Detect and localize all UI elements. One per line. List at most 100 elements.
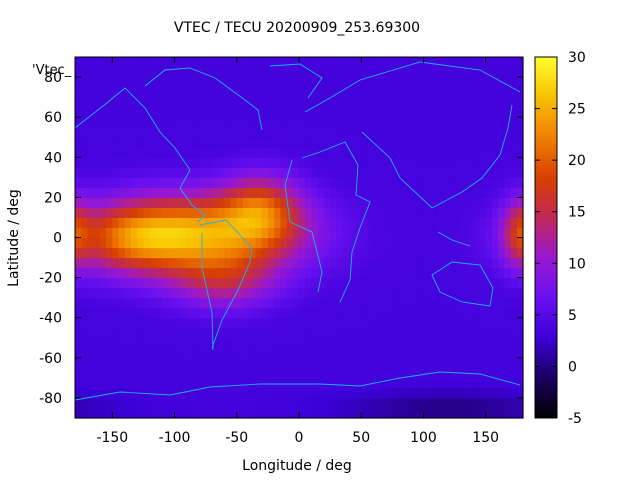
heatmap-cell [479, 177, 487, 188]
heatmap-cell [155, 307, 163, 319]
heatmap-cell [174, 267, 182, 279]
heatmap-cell [274, 307, 281, 319]
heatmap-cell [286, 377, 294, 389]
heatmap-cell [106, 327, 113, 339]
heatmap-cell [249, 87, 257, 98]
heatmap-cell [404, 57, 412, 68]
heatmap-cell [510, 257, 518, 269]
heatmap-cell [131, 217, 138, 229]
heatmap-cell [211, 257, 219, 269]
heatmap-cell [504, 307, 512, 319]
heatmap-cell [498, 317, 505, 329]
heatmap-cell [180, 57, 188, 68]
heatmap-cell [398, 197, 406, 209]
heatmap-cell [124, 277, 132, 289]
heatmap-cell [435, 177, 443, 188]
heatmap-cell [205, 287, 213, 299]
heatmap-cell [460, 177, 468, 188]
heatmap-cell [417, 187, 425, 198]
heatmap-cell [411, 367, 418, 379]
heatmap-cell [99, 297, 107, 309]
heatmap-cell [485, 97, 493, 108]
heatmap-cell [510, 57, 518, 68]
heatmap-cell [81, 287, 89, 299]
heatmap-cell [442, 307, 449, 319]
heatmap-cell [392, 347, 400, 359]
heatmap-cell [510, 297, 518, 309]
heatmap-cell [330, 317, 337, 329]
heatmap-cell [180, 367, 188, 379]
heatmap-cell [87, 277, 95, 289]
heatmap-cell [81, 387, 89, 399]
heatmap-cell [498, 407, 505, 419]
heatmap-cell [311, 67, 319, 78]
heatmap-cell [467, 267, 474, 279]
heatmap-cell [143, 227, 151, 239]
heatmap-cell [180, 157, 188, 168]
heatmap-cell [149, 287, 157, 299]
heatmap-cell [305, 337, 313, 349]
heatmap-cell [81, 197, 89, 209]
heatmap-cell [498, 387, 505, 399]
heatmap-cell [267, 127, 275, 138]
heatmap-cell [292, 387, 300, 399]
heatmap-cell [423, 157, 431, 168]
heatmap-cell [435, 97, 443, 108]
heatmap-cell [504, 227, 512, 239]
heatmap-cell [131, 407, 138, 419]
heatmap-cell [498, 247, 505, 259]
heatmap-cell [131, 107, 138, 118]
heatmap-cell [510, 267, 518, 279]
heatmap-cell [510, 97, 518, 108]
heatmap-cell [267, 87, 275, 98]
heatmap-cell [448, 227, 456, 239]
heatmap-cell [155, 147, 163, 158]
heatmap-cell [261, 137, 269, 148]
heatmap-cell [199, 177, 207, 188]
heatmap-cell [491, 347, 499, 359]
heatmap-cell [348, 57, 356, 68]
heatmap-cell [87, 197, 95, 209]
heatmap-cell [355, 57, 362, 68]
heatmap-cell [392, 367, 400, 379]
heatmap-cell [485, 397, 493, 409]
heatmap-cell [162, 317, 169, 329]
heatmap-cell [193, 337, 201, 349]
heatmap-cell [299, 197, 306, 209]
heatmap-cell [193, 247, 201, 259]
heatmap-cell [236, 287, 244, 299]
heatmap-cell [93, 77, 101, 88]
heatmap-cell [99, 267, 107, 279]
heatmap-cell [174, 187, 182, 198]
heatmap-cell [429, 107, 437, 118]
heatmap-cell [361, 187, 369, 198]
heatmap-cell [299, 167, 306, 178]
heatmap-cell [81, 247, 89, 259]
heatmap-cell [81, 57, 89, 68]
heatmap-cell [211, 157, 219, 168]
heatmap-cell [317, 337, 325, 349]
heatmap-cell [485, 267, 493, 279]
heatmap-cell [174, 227, 182, 239]
heatmap-cell [137, 277, 145, 289]
heatmap-cell [292, 377, 300, 389]
heatmap-cell [75, 367, 82, 379]
heatmap-cell [143, 177, 151, 188]
heatmap-cell [243, 387, 250, 399]
heatmap-cell [199, 377, 207, 389]
heatmap-cell [224, 137, 232, 148]
heatmap-cell [131, 277, 138, 289]
heatmap-cell [187, 137, 194, 148]
heatmap-cell [274, 177, 281, 188]
heatmap-cell [491, 177, 499, 188]
heatmap-cell [379, 317, 387, 329]
heatmap-cell [218, 317, 225, 329]
heatmap-cell [149, 397, 157, 409]
heatmap-cell [286, 347, 294, 359]
heatmap-cell [87, 207, 95, 219]
heatmap-cell [255, 257, 263, 269]
heatmap-cell [274, 187, 281, 198]
heatmap-cell [81, 357, 89, 369]
heatmap-cell [112, 87, 120, 98]
heatmap-cell [299, 87, 306, 98]
